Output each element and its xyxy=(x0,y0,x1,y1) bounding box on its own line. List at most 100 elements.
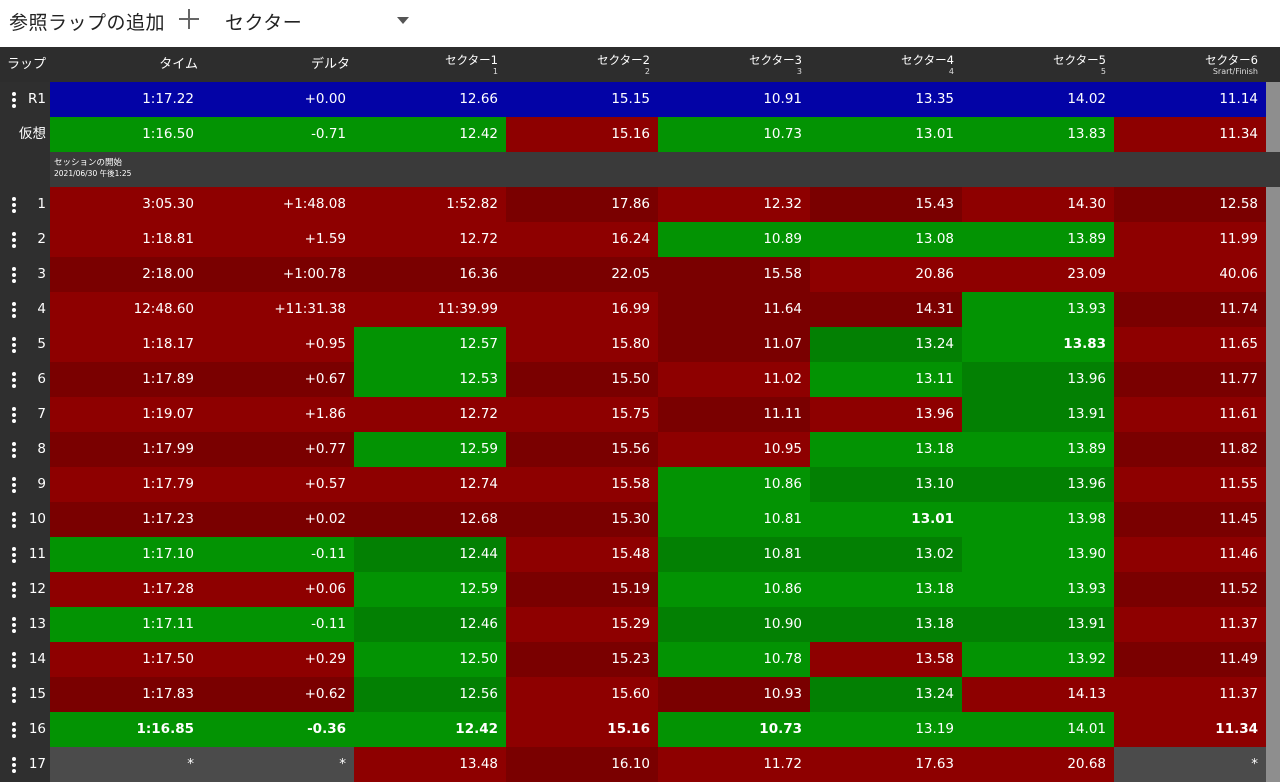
sector4-cell: 13.24 xyxy=(810,677,962,712)
lap-row[interactable]: 仮想 1:16.50 -0.71 12.42 15.16 10.73 13.01 13.83 1… xyxy=(0,117,1280,152)
delta-cell: +1:00.78 xyxy=(202,257,354,292)
lap-row[interactable]: 5 1:18.17 +0.95 12.57 15.80 11.07 13.24 13.83 11… xyxy=(0,327,1280,362)
lap-number: 3 xyxy=(37,266,46,282)
lap-cell: 14 xyxy=(0,642,50,677)
more-vert-dot xyxy=(12,617,16,621)
lap-row[interactable]: 17 * * 13.48 16.10 11.72 17.63 20.68 * xyxy=(0,747,1280,782)
scrollbar-track[interactable] xyxy=(1266,712,1280,747)
scrollbar-track[interactable] xyxy=(1266,292,1280,327)
lap-row[interactable]: 16 1:16.85 -0.36 12.42 15.16 10.73 13.19 14.01 1… xyxy=(0,712,1280,747)
lap-row[interactable]: 2 1:18.81 +1.59 12.72 16.24 10.89 13.08 13.89 11… xyxy=(0,222,1280,257)
lap-number: 8 xyxy=(37,441,46,457)
sector4-cell: 13.08 xyxy=(810,222,962,257)
more-vert-dot xyxy=(12,483,16,487)
more-vert-icon[interactable] xyxy=(8,372,20,388)
sector3-cell: 10.95 xyxy=(658,432,810,467)
scrollbar-track[interactable] xyxy=(1266,327,1280,362)
sector4-cell: 13.18 xyxy=(810,607,962,642)
sector3-cell: 11.64 xyxy=(658,292,810,327)
lap-number: 17 xyxy=(28,756,46,772)
lap-row[interactable]: 1 3:05.30 +1:48.08 1:52.82 17.86 12.32 15.43 14… xyxy=(0,187,1280,222)
more-vert-dot xyxy=(12,547,16,551)
lap-row[interactable]: 6 1:17.89 +0.67 12.53 15.50 11.02 13.11 13.96 11… xyxy=(0,362,1280,397)
lap-row[interactable]: 13 1:17.11 -0.11 12.46 15.29 10.90 13.18 13.91 1… xyxy=(0,607,1280,642)
sector4-cell: 13.19 xyxy=(810,712,962,747)
more-vert-icon[interactable] xyxy=(8,302,20,318)
sector5-cell: 13.89 xyxy=(962,222,1114,257)
lap-number: 6 xyxy=(37,371,46,387)
scrollbar-track[interactable] xyxy=(1266,677,1280,712)
sector4-cell: 17.63 xyxy=(810,747,962,782)
more-vert-icon[interactable] xyxy=(8,267,20,283)
scrollbar-track[interactable] xyxy=(1266,537,1280,572)
scrollbar-track[interactable] xyxy=(1266,502,1280,537)
header-sector-name: セクター6 xyxy=(1205,53,1258,67)
sector2-cell: 15.30 xyxy=(506,502,658,537)
more-vert-icon[interactable] xyxy=(8,442,20,458)
lap-row[interactable]: 9 1:17.79 +0.57 12.74 15.58 10.86 13.10 13.96 11… xyxy=(0,467,1280,502)
scrollbar-track[interactable] xyxy=(1266,117,1280,152)
lap-row[interactable]: 8 1:17.99 +0.77 12.59 15.56 10.95 13.18 13.89 11… xyxy=(0,432,1280,467)
more-vert-dot xyxy=(12,728,16,732)
more-vert-icon[interactable] xyxy=(8,547,20,563)
sector3-cell: 10.90 xyxy=(658,607,810,642)
lap-row[interactable]: 10 1:17.23 +0.02 12.68 15.30 10.81 13.01 13.98 1… xyxy=(0,502,1280,537)
more-vert-icon[interactable] xyxy=(8,197,20,213)
more-vert-icon[interactable] xyxy=(8,92,20,108)
scrollbar-track[interactable] xyxy=(1266,642,1280,677)
sector5-cell: 13.90 xyxy=(962,537,1114,572)
more-vert-icon[interactable] xyxy=(8,617,20,633)
scrollbar-track[interactable] xyxy=(1266,187,1280,222)
scrollbar-track[interactable] xyxy=(1266,257,1280,292)
scrollbar-track[interactable] xyxy=(1266,397,1280,432)
more-vert-dot xyxy=(12,314,16,318)
lap-row[interactable]: 12 1:17.28 +0.06 12.59 15.19 10.86 13.18 13.93 1… xyxy=(0,572,1280,607)
sector3-cell: 12.32 xyxy=(658,187,810,222)
lap-row[interactable]: 15 1:17.83 +0.62 12.56 15.60 10.93 13.24 14.13 1… xyxy=(0,677,1280,712)
view-selector[interactable]: セクター xyxy=(225,8,413,34)
sector6-cell: 11.45 xyxy=(1114,502,1266,537)
sector6-cell: 12.58 xyxy=(1114,187,1266,222)
more-vert-icon[interactable] xyxy=(8,582,20,598)
scrollbar-track[interactable] xyxy=(1266,747,1280,782)
more-vert-icon[interactable] xyxy=(8,757,20,773)
more-vert-icon[interactable] xyxy=(8,652,20,668)
scrollbar-track[interactable] xyxy=(1266,432,1280,467)
more-vert-dot xyxy=(12,757,16,761)
more-vert-dot xyxy=(12,512,16,516)
more-vert-dot xyxy=(12,699,16,703)
lap-row[interactable]: 4 12:48.60 +11:31.38 11:39.99 16.99 11.64 14.3… xyxy=(0,292,1280,327)
header-sector-3: セクター3 3 xyxy=(658,47,802,82)
scrollbar-track[interactable] xyxy=(1266,467,1280,502)
add-reference-lap-label[interactable]: 参照ラップの追加 xyxy=(9,12,166,34)
more-vert-icon[interactable] xyxy=(8,407,20,423)
lap-number: 9 xyxy=(37,476,46,492)
sector4-cell: 13.58 xyxy=(810,642,962,677)
sector6-cell: 11.49 xyxy=(1114,642,1266,677)
lap-row[interactable]: 14 1:17.50 +0.29 12.50 15.23 10.78 13.58 13.92 1… xyxy=(0,642,1280,677)
scrollbar-track[interactable] xyxy=(1266,607,1280,642)
more-vert-icon[interactable] xyxy=(8,477,20,493)
more-vert-icon[interactable] xyxy=(8,337,20,353)
scrollbar-track[interactable] xyxy=(1266,362,1280,397)
more-vert-icon[interactable] xyxy=(8,722,20,738)
lap-row[interactable]: 3 2:18.00 +1:00.78 16.36 22.05 15.58 20.86 23.0… xyxy=(0,257,1280,292)
lap-row[interactable]: R1 1:17.22 +0.00 12.66 15.15 10.91 13.35 14.02 1… xyxy=(0,82,1280,117)
sector4-cell: 13.35 xyxy=(810,82,962,117)
more-vert-icon[interactable] xyxy=(8,232,20,248)
time-cell: 1:16.85 xyxy=(50,712,202,747)
sector3-cell: 10.73 xyxy=(658,712,810,747)
lap-row[interactable]: 7 1:19.07 +1.86 12.72 15.75 11.11 13.96 13.91 11… xyxy=(0,397,1280,432)
more-vert-icon[interactable] xyxy=(8,512,20,528)
time-cell: 1:17.50 xyxy=(50,642,202,677)
lap-cell: 15 xyxy=(0,677,50,712)
scrollbar-track[interactable] xyxy=(1266,82,1280,117)
plus-icon[interactable] xyxy=(178,8,200,30)
scrollbar-track[interactable] xyxy=(1266,222,1280,257)
scrollbar-track[interactable] xyxy=(1266,572,1280,607)
more-vert-icon[interactable] xyxy=(8,687,20,703)
more-vert-dot xyxy=(12,232,16,236)
sector2-cell: 15.23 xyxy=(506,642,658,677)
lap-row[interactable]: 11 1:17.10 -0.11 12.44 15.48 10.81 13.02 13.90 1… xyxy=(0,537,1280,572)
sector1-cell: 12.72 xyxy=(354,397,506,432)
